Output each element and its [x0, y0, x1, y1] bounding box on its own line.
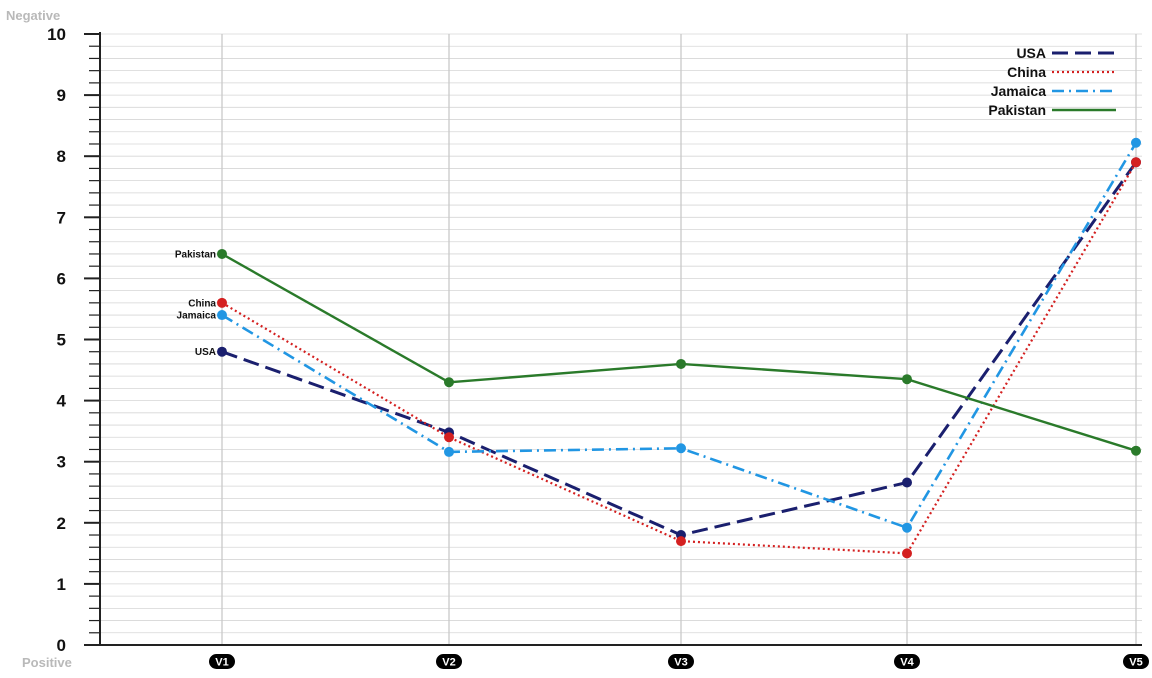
y-tick-label: 10: [47, 25, 66, 44]
data-point: [217, 297, 227, 308]
y-axis: 0 1 2 3 4 5 6 7 8 9 10: [47, 25, 101, 655]
legend-label: Pakistan: [988, 102, 1046, 118]
category-badge: [436, 654, 462, 669]
data-point: [444, 446, 454, 457]
point-label: USA: [195, 347, 216, 358]
y-tick-label: 8: [57, 147, 66, 166]
x-axis: V1 V2 V3 V4 V5: [100, 644, 1149, 669]
series-china: [217, 157, 1141, 559]
data-point: [902, 548, 912, 559]
series-line: [221, 161, 1137, 555]
y-tick-label: 3: [57, 453, 66, 472]
x-tick-label: V2: [442, 657, 455, 669]
data-point: [1131, 445, 1141, 456]
legend-label: Jamaica: [991, 83, 1046, 99]
y-tick-label: 2: [57, 514, 66, 533]
series-layer: [217, 137, 1141, 559]
data-point: [676, 443, 686, 454]
category-badge: [1123, 654, 1149, 669]
category-badge: [894, 654, 920, 669]
y-tick-label: 1: [57, 575, 66, 594]
x-tick-label: V1: [215, 657, 228, 669]
data-point: [1131, 137, 1141, 148]
point-labels: USA China Jamaica Pakistan: [175, 249, 217, 358]
bottom-axis-label: Positive: [22, 655, 72, 670]
point-label: Pakistan: [175, 249, 216, 260]
y-tick-label: 5: [57, 331, 66, 350]
legend: USA China Jamaica Pakistan: [988, 45, 1116, 118]
top-axis-label: Negative: [6, 8, 60, 23]
data-point: [1131, 157, 1141, 168]
series-pakistan: [217, 248, 1141, 456]
x-tick-label: V3: [674, 657, 687, 669]
point-label: China: [188, 298, 216, 309]
y-tick-label: 0: [57, 636, 66, 655]
y-tick-label: 6: [57, 269, 66, 288]
data-point: [902, 477, 912, 488]
data-point: [444, 377, 454, 388]
data-point: [217, 248, 227, 259]
category-badge: [668, 654, 694, 669]
data-point: [676, 358, 686, 369]
data-point: [902, 522, 912, 533]
y-tick-label: 7: [57, 208, 66, 227]
data-point: [444, 432, 454, 443]
x-tick-label: V5: [1129, 657, 1142, 669]
y-tick-label: 9: [57, 86, 66, 105]
data-point: [217, 346, 227, 357]
x-tick-label: V4: [900, 657, 914, 669]
point-label: Jamaica: [177, 311, 217, 322]
series-jamaica: [217, 137, 1141, 533]
legend-label: China: [1007, 64, 1046, 80]
data-point: [902, 374, 912, 385]
minor-grid: [100, 33, 1142, 646]
y-tick-label: 4: [57, 392, 67, 411]
category-badge: [209, 654, 235, 669]
data-point: [676, 536, 686, 547]
legend-label: USA: [1016, 45, 1046, 61]
data-point: [217, 310, 227, 321]
